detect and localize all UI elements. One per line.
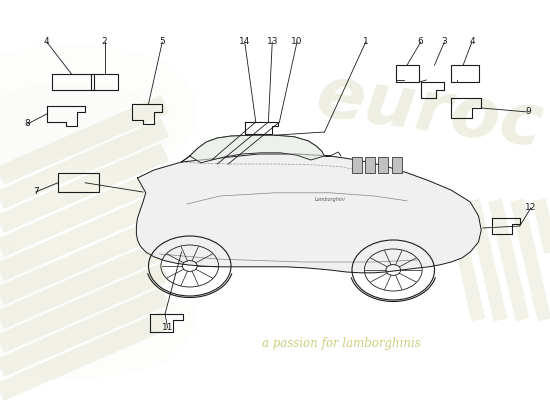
Text: euroc: euroc [311, 62, 547, 162]
Text: a passion for lamborghinis: a passion for lamborghinis [262, 338, 420, 350]
Text: 2: 2 [102, 38, 107, 46]
Text: 3: 3 [442, 38, 447, 46]
Text: 8: 8 [25, 120, 30, 128]
Text: 11: 11 [162, 324, 173, 332]
Text: 7: 7 [33, 188, 39, 196]
Text: 4: 4 [44, 38, 50, 46]
Text: 5: 5 [160, 38, 165, 46]
Text: 13: 13 [267, 38, 278, 46]
Polygon shape [136, 154, 481, 273]
Polygon shape [190, 135, 324, 163]
Bar [52, 74, 94, 90]
Text: Lamborghini: Lamborghini [315, 198, 345, 202]
Text: 9: 9 [525, 108, 531, 116]
Bar [396, 65, 419, 82]
Bar [91, 74, 118, 90]
Bar [378, 157, 388, 173]
Text: 6: 6 [418, 38, 424, 46]
Bar [392, 157, 402, 173]
Bar [365, 157, 375, 173]
Text: 10: 10 [292, 38, 302, 46]
Text: 14: 14 [239, 38, 250, 46]
Bar [352, 157, 362, 173]
Bar [451, 65, 478, 82]
Text: 4: 4 [469, 38, 475, 46]
Text: 12: 12 [525, 204, 536, 212]
Bar [58, 173, 99, 192]
Text: 1: 1 [363, 38, 368, 46]
